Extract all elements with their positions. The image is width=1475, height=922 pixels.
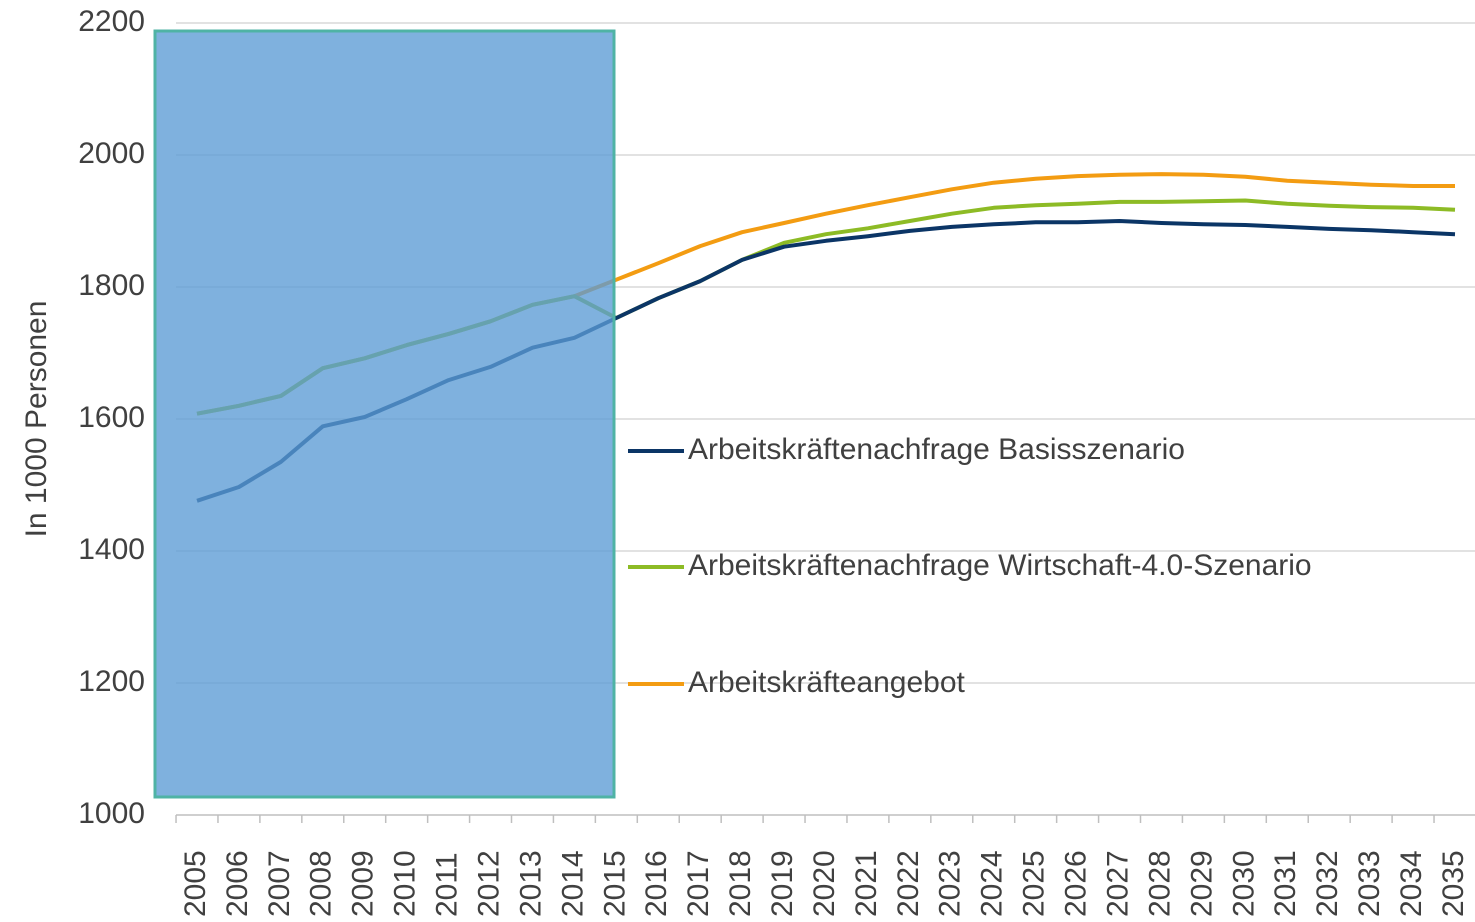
x-tick-label: 2005 (179, 850, 212, 917)
y-tick-label: 2200 (78, 5, 145, 38)
x-tick-label: 2024 (976, 850, 1009, 917)
y-tick-label: 1000 (78, 797, 145, 830)
x-tick-label: 2007 (263, 850, 296, 917)
x-tick-label: 2025 (1018, 850, 1051, 917)
y-tick-label: 1200 (78, 665, 145, 698)
x-tick-label: 2006 (221, 850, 254, 917)
x-tick-label: 2009 (347, 850, 380, 917)
x-tick-label: 2021 (850, 850, 883, 917)
x-tick-label: 2018 (724, 850, 757, 917)
x-tick-label: 2013 (514, 850, 547, 917)
x-tick-label: 2011 (431, 852, 464, 917)
y-axis-label: In 1000 Personen (20, 301, 53, 538)
x-tick-label: 2014 (556, 850, 589, 917)
x-tick-label: 2023 (934, 850, 967, 917)
legend-label: Arbeitskräftenachfrage Wirtschaft-4.0-Sz… (688, 549, 1312, 582)
x-tick-label: 2030 (1227, 850, 1260, 917)
x-tick-label: 2032 (1311, 850, 1344, 917)
y-tick-label: 2000 (78, 137, 145, 170)
x-tick-label: 2026 (1060, 850, 1093, 917)
y-tick-label: 1400 (78, 533, 145, 566)
x-tick-label: 2019 (766, 850, 799, 917)
x-tick-label: 2016 (640, 850, 673, 917)
x-tick-label: 2033 (1353, 850, 1386, 917)
x-tick-label: 2029 (1185, 850, 1218, 917)
y-tick-label: 1800 (78, 269, 145, 302)
x-tick-label: 2012 (472, 850, 505, 917)
x-tick-label: 2035 (1437, 850, 1470, 917)
x-tick-label: 2034 (1395, 850, 1428, 917)
y-tick-label: 1600 (78, 401, 145, 434)
x-tick-label: 2020 (808, 850, 841, 917)
legend-label: Arbeitskräfteangebot (688, 666, 966, 699)
x-tick-label: 2027 (1101, 850, 1134, 917)
x-tick-label: 2022 (892, 850, 925, 917)
x-tick-label: 2015 (598, 850, 631, 917)
x-tick-label: 2008 (305, 850, 338, 917)
x-tick-label: 2017 (682, 850, 715, 917)
x-tick-label: 2010 (389, 850, 422, 917)
history-shading (153, 29, 616, 799)
legend-label: Arbeitskräftenachfrage Basisszenario (688, 433, 1185, 466)
x-tick-label: 2031 (1269, 850, 1302, 917)
x-tick-label: 2028 (1143, 850, 1176, 917)
